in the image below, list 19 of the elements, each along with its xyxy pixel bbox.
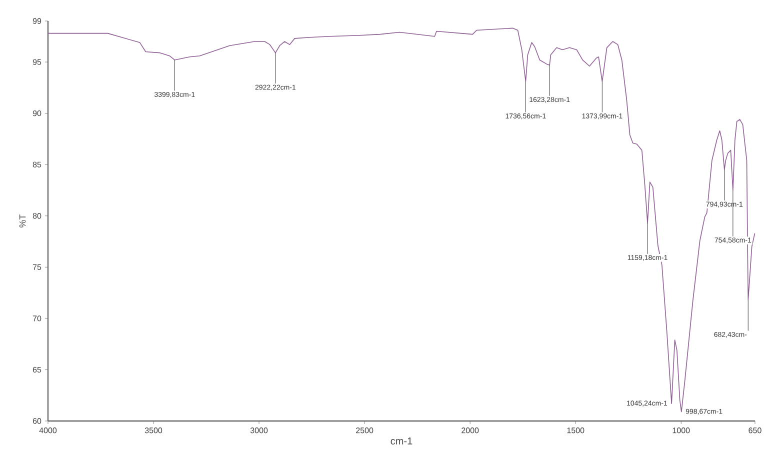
x-axis-title: cm-1 xyxy=(390,438,412,445)
y-axis-title: %T xyxy=(19,214,26,228)
y-tick-label: 75 xyxy=(32,264,42,270)
y-tick-label: 80 xyxy=(32,213,42,219)
x-tick-label: 2000 xyxy=(462,428,479,434)
y-tick-label: 60 xyxy=(32,418,42,424)
y-tick-label: 95 xyxy=(32,59,42,65)
x-tick-label: 2500 xyxy=(356,428,374,434)
x-tick-label: 1500 xyxy=(567,428,584,434)
x-tick-label: 3000 xyxy=(250,428,268,434)
x-tick-label: 650 xyxy=(748,428,762,434)
y-tick-label: 70 xyxy=(32,316,42,322)
x-tick-label: 3500 xyxy=(144,428,162,434)
y-tick-label: 99 xyxy=(32,18,42,24)
y-tick-label: 65 xyxy=(32,366,42,373)
x-tick-label: 4000 xyxy=(39,428,57,434)
y-tick-label: 85 xyxy=(32,162,42,168)
x-tick-label: 1000 xyxy=(672,428,690,434)
y-tick-label: 90 xyxy=(32,110,42,116)
